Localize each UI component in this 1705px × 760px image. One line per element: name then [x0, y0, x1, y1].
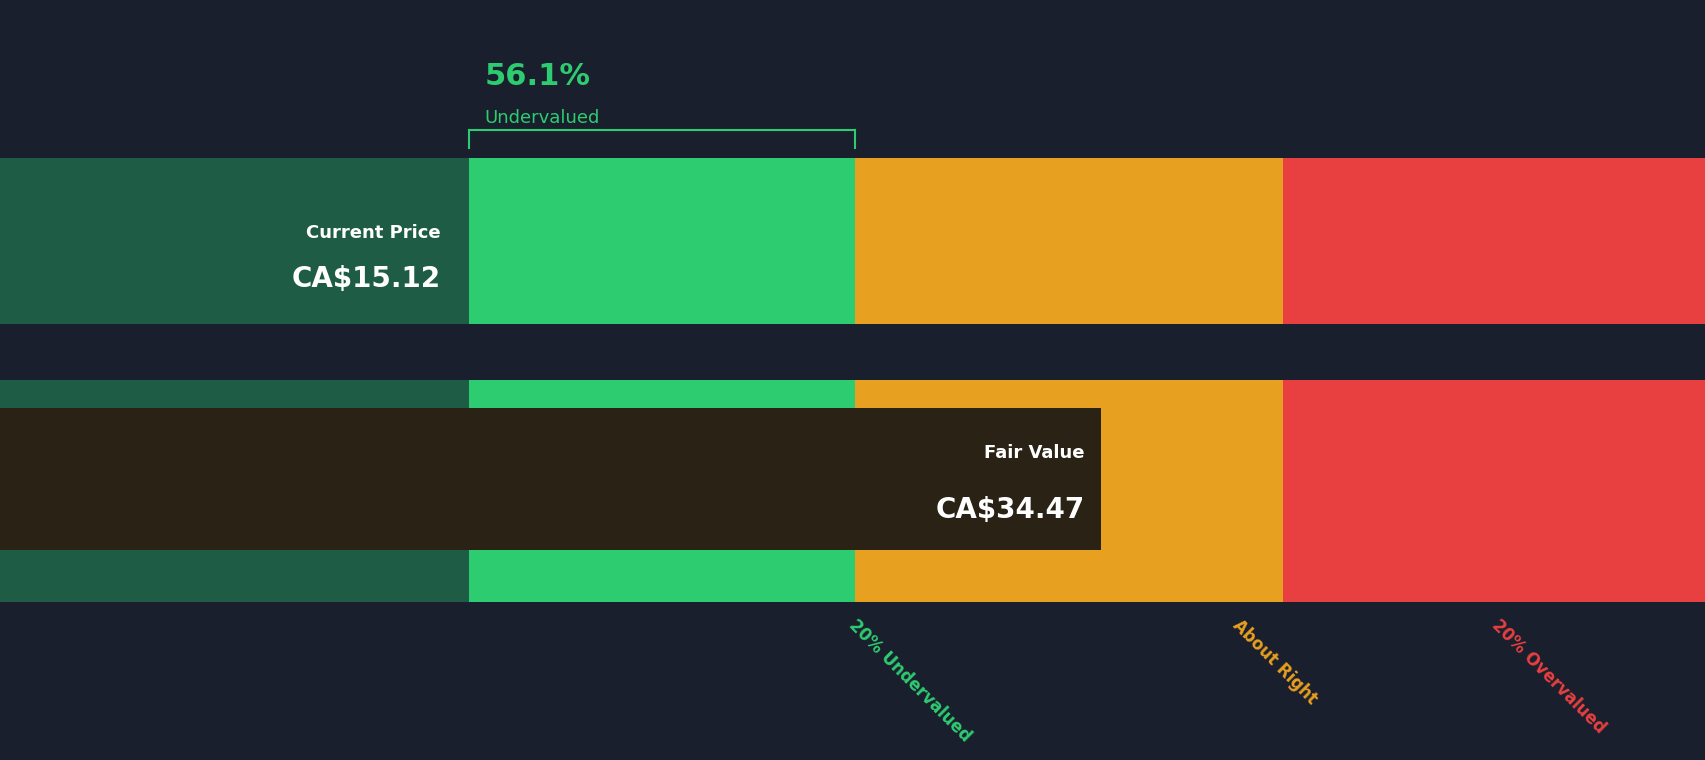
Text: About Right: About Right: [1229, 616, 1320, 708]
Bar: [854, 183, 1282, 324]
Text: CA$34.47: CA$34.47: [934, 496, 1084, 524]
Bar: [0, 577, 469, 602]
Bar: [1282, 577, 1705, 602]
Text: 56.1%: 56.1%: [484, 62, 590, 91]
Bar: [0, 158, 469, 183]
Bar: [469, 158, 854, 183]
Bar: [854, 380, 1282, 577]
Bar: [854, 158, 1282, 183]
Text: 20% Undervalued: 20% Undervalued: [846, 616, 974, 745]
Bar: [1282, 380, 1705, 577]
Bar: [0, 380, 469, 577]
Bar: [469, 183, 854, 324]
Bar: [0, 183, 469, 324]
Bar: [854, 577, 1282, 602]
Text: 20% Overvalued: 20% Overvalued: [1488, 616, 1608, 736]
Text: Undervalued: Undervalued: [484, 109, 600, 127]
Bar: [469, 380, 854, 577]
Bar: [0, 195, 469, 311]
Text: CA$15.12: CA$15.12: [292, 264, 440, 293]
Bar: [0, 407, 1101, 549]
Bar: [1282, 158, 1705, 183]
Bar: [1282, 183, 1705, 324]
Text: Fair Value: Fair Value: [984, 444, 1084, 462]
Text: Current Price: Current Price: [307, 223, 440, 242]
Bar: [469, 577, 854, 602]
